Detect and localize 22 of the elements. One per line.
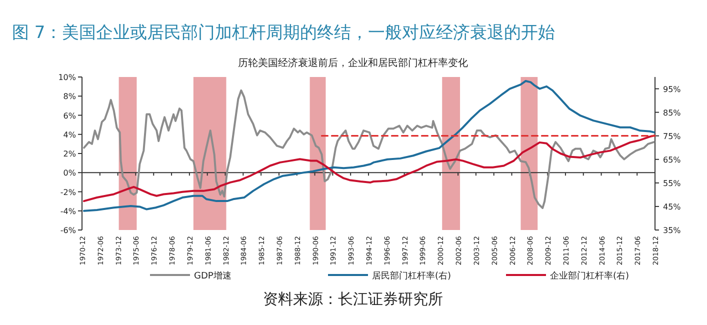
y-tick-label: -2%: [60, 188, 76, 197]
title: 图 7：美国企业或居民部门加杠杆周期的终结，一般对应经济衰退的开始: [12, 23, 556, 43]
y-tick-label: -6%: [60, 226, 76, 235]
y-tick-label: 0%: [63, 168, 76, 178]
y2-tick-label: 55%: [663, 178, 682, 188]
y-tick-label: 2%: [63, 150, 76, 158]
y-tick-label: -4%: [60, 206, 76, 216]
y2-tick-label: 65%: [663, 155, 682, 164]
legend-label: 企业部门杠杆率(右): [550, 270, 630, 282]
legend-label: 居民部门杠杆率(右): [372, 270, 452, 282]
y-tick-label: 4%: [63, 130, 76, 140]
y2-tick-label: 45%: [663, 202, 682, 212]
legend-label: GDP增速: [194, 270, 232, 282]
chart-subtitle: 历轮美国经济衰退前后，企业和居民部门杠杆率变化: [238, 57, 468, 69]
y-tick-label: 6%: [63, 111, 76, 120]
y2-tick-label: 85%: [663, 108, 682, 118]
y-tick-label: 10%: [58, 73, 76, 82]
y2-tick-label: 95%: [663, 84, 682, 94]
text: 资料来源：长江证券研究所: [263, 290, 443, 308]
y-tick-label: 8%: [63, 92, 76, 102]
y2-tick-label: 75%: [663, 132, 682, 141]
y2-tick-label: 35%: [663, 226, 682, 235]
